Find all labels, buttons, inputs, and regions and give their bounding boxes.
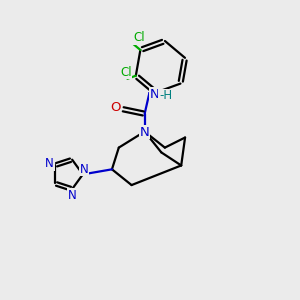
Text: N: N	[140, 126, 149, 139]
Text: N: N	[68, 188, 76, 202]
Text: Cl: Cl	[133, 31, 145, 44]
Text: Cl: Cl	[120, 66, 132, 79]
Text: O: O	[110, 101, 121, 114]
Text: -H: -H	[159, 89, 172, 102]
Text: N: N	[150, 88, 160, 101]
Text: N: N	[80, 163, 89, 176]
Text: N: N	[45, 157, 54, 170]
